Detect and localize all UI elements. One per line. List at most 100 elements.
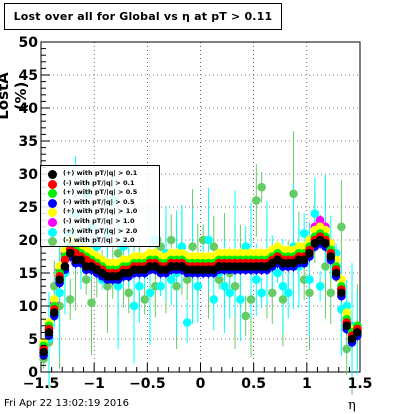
data-point bbox=[49, 308, 59, 317]
y-tick-label: 50 bbox=[19, 35, 39, 51]
data-point bbox=[209, 242, 219, 251]
data-point bbox=[60, 262, 70, 271]
legend-marker bbox=[48, 198, 57, 208]
x-tick-label: −1 bbox=[83, 376, 104, 392]
x-axis-label: η bbox=[348, 398, 356, 413]
data-point bbox=[321, 239, 330, 248]
legend-label: (-) with pT/|q| > 0.5 bbox=[63, 197, 135, 206]
data-point bbox=[257, 288, 266, 298]
legend-marker bbox=[48, 170, 57, 179]
data-point bbox=[305, 288, 314, 298]
data-point bbox=[321, 262, 330, 271]
y-tick-label: 30 bbox=[19, 167, 39, 183]
y-tick-label: 15 bbox=[19, 266, 38, 282]
data-point bbox=[267, 288, 277, 298]
data-point bbox=[278, 295, 288, 304]
data-point bbox=[315, 281, 325, 291]
legend-entry: (+) with pT/|q| > 2.0 bbox=[41, 227, 161, 237]
legend-label: (+) with pT/|q| > 1.0 bbox=[63, 207, 138, 216]
data-point bbox=[315, 215, 325, 225]
data-point bbox=[156, 281, 165, 291]
data-point bbox=[342, 321, 352, 331]
data-point bbox=[283, 288, 293, 298]
legend-label: (+) with pT/|q| > 0.5 bbox=[63, 188, 138, 197]
legend-marker bbox=[48, 227, 57, 237]
data-point bbox=[225, 288, 235, 298]
x-tick-label: 0 bbox=[196, 376, 206, 392]
y-axis-label: LostA (%) bbox=[0, 72, 30, 120]
data-point bbox=[342, 301, 352, 311]
legend-label: (-) with pT/|q| > 1.0 bbox=[63, 217, 135, 225]
data-point bbox=[140, 295, 149, 304]
legend-label: (-) with pT/|q| > 2.0 bbox=[63, 236, 135, 245]
data-point bbox=[44, 328, 54, 337]
data-point bbox=[87, 298, 96, 308]
legend-label: (+) with pT/|q| > 0.1 bbox=[63, 169, 138, 177]
y-tick-label: 25 bbox=[19, 200, 38, 216]
data-point bbox=[172, 281, 181, 291]
data-point bbox=[326, 252, 336, 261]
data-point bbox=[252, 275, 261, 284]
data-point bbox=[246, 295, 256, 304]
data-point bbox=[81, 275, 91, 284]
y-tick-label: 10 bbox=[19, 299, 39, 315]
legend-label: (-) with pT/|q| > 0.1 bbox=[63, 178, 135, 187]
data-point bbox=[113, 248, 123, 258]
data-point bbox=[193, 281, 203, 291]
data-point bbox=[65, 248, 75, 258]
x-tick-label: 1.5 bbox=[348, 376, 373, 392]
data-point bbox=[76, 255, 86, 265]
data-point bbox=[305, 275, 314, 284]
data-point bbox=[299, 229, 309, 238]
data-point bbox=[177, 242, 187, 251]
y-tick-label: 40 bbox=[19, 101, 39, 117]
data-point bbox=[299, 255, 309, 265]
y-tick-label: 35 bbox=[19, 134, 38, 150]
legend-marker bbox=[48, 237, 57, 247]
data-point bbox=[342, 308, 352, 317]
data-point bbox=[305, 248, 314, 258]
legend-marker bbox=[48, 208, 57, 218]
data-point bbox=[278, 281, 288, 291]
y-tick-label: 5 bbox=[28, 332, 38, 348]
data-point bbox=[337, 288, 346, 298]
data-point bbox=[204, 235, 213, 245]
data-point bbox=[188, 242, 197, 251]
timestamp: Fri Apr 22 13:02:19 2016 bbox=[4, 398, 130, 409]
data-point bbox=[55, 288, 64, 298]
legend-entry: (-) with pT/|q| > 0.5 bbox=[41, 198, 161, 208]
legend-entry: (-) with pT/|q| > 1.0 bbox=[41, 217, 161, 227]
x-tick-label: −0.5 bbox=[129, 376, 166, 392]
data-point bbox=[55, 275, 64, 284]
data-point bbox=[347, 334, 357, 344]
legend: (+) with pT/|q| > 0.1 (-) with pT/|q| > 0… bbox=[40, 165, 160, 247]
chart-title: Lost over all for Global vs η at pT > 0.… bbox=[13, 10, 273, 23]
legend-entry: (-) with pT/|q| > 0.1 bbox=[41, 179, 161, 189]
data-point bbox=[135, 281, 144, 291]
data-point bbox=[209, 295, 219, 304]
data-point bbox=[337, 222, 346, 232]
data-point bbox=[166, 275, 176, 284]
title-box: Lost over all for Global vs η at pT > 0.… bbox=[4, 3, 282, 30]
data-point bbox=[289, 189, 298, 199]
data-point bbox=[182, 318, 192, 327]
data-point bbox=[60, 255, 70, 265]
legend-marker bbox=[48, 218, 57, 227]
y-tick-label: 0 bbox=[28, 365, 38, 381]
data-point bbox=[273, 268, 282, 278]
data-marks bbox=[39, 182, 362, 364]
legend-label: (+) with pT/|q| > 2.0 bbox=[63, 226, 138, 235]
y-tick-label: 45 bbox=[19, 68, 38, 84]
legend-marker bbox=[48, 189, 57, 199]
data-point bbox=[257, 182, 266, 192]
x-axis-ticks: −1.5 −1 −0.5 0 0.5 1 1.5 bbox=[23, 363, 373, 392]
data-point bbox=[166, 235, 176, 245]
legend-marker bbox=[48, 179, 57, 189]
data-point bbox=[124, 288, 134, 298]
data-point bbox=[65, 295, 75, 304]
x-tick-label: 0.5 bbox=[241, 376, 266, 392]
data-point bbox=[353, 328, 362, 337]
data-point bbox=[310, 209, 320, 218]
legend-entry: (+) with pT/|q| > 0.5 bbox=[41, 188, 161, 199]
data-point bbox=[113, 281, 123, 291]
